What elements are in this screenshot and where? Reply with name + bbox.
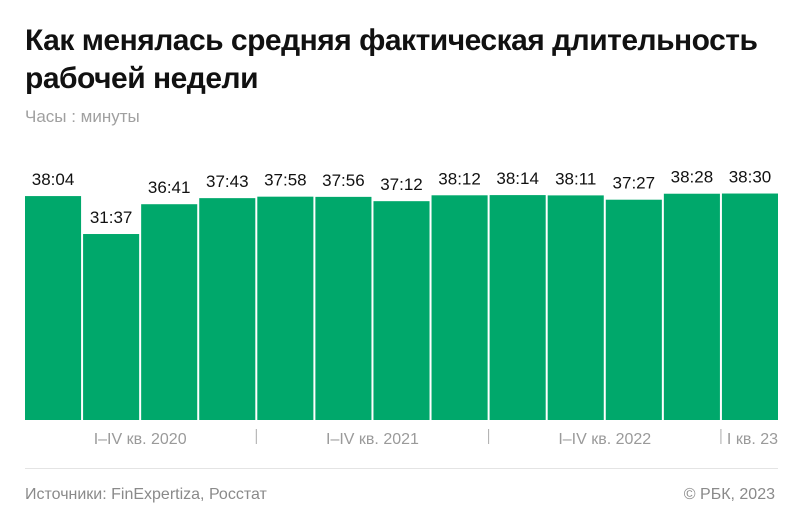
bar	[315, 196, 372, 420]
copyright: © РБК, 2023	[683, 486, 775, 503]
bar	[721, 193, 778, 420]
x-tick-label: I–IV кв. 2022	[558, 431, 651, 448]
data-label: 38:12	[438, 169, 481, 188]
bar	[141, 204, 198, 420]
data-label: 38:28	[671, 168, 714, 187]
bar-chart: 38:04 31:37 36:41 37:43 37:58 37:56 37:12 38:12…	[25, 168, 778, 448]
data-label: 38:04	[32, 170, 75, 189]
bar	[663, 193, 720, 420]
data-label: 36:41	[148, 178, 191, 197]
chart-subtitle: Часы : минуты	[25, 107, 140, 126]
data-label: 37:58	[264, 171, 307, 190]
data-label: 38:14	[496, 169, 539, 188]
bar	[547, 195, 604, 420]
data-label: 37:56	[322, 171, 365, 190]
bar	[605, 199, 662, 420]
source-note: Источники: FinExpertiza, Росстат	[25, 486, 267, 503]
data-label: 37:27	[613, 174, 656, 193]
data-label: 37:43	[206, 172, 249, 191]
x-tick-label: I–IV кв. 2020	[94, 431, 187, 448]
data-label: 38:11	[555, 169, 596, 188]
bar	[373, 201, 430, 420]
data-label: 38:30	[729, 168, 772, 187]
data-label: 37:12	[380, 175, 423, 194]
bar	[83, 234, 140, 420]
bar	[199, 198, 256, 420]
x-tick-label: I кв. 23	[727, 431, 778, 448]
data-label: 31:37	[90, 208, 133, 227]
bar	[257, 196, 314, 420]
x-tick-label: I–IV кв. 2021	[326, 431, 419, 448]
chart-title: Как менялась средняя фактическая длитель…	[25, 24, 758, 95]
divider	[25, 468, 778, 469]
bar	[489, 195, 546, 420]
bar	[431, 195, 488, 420]
bar	[25, 196, 82, 420]
